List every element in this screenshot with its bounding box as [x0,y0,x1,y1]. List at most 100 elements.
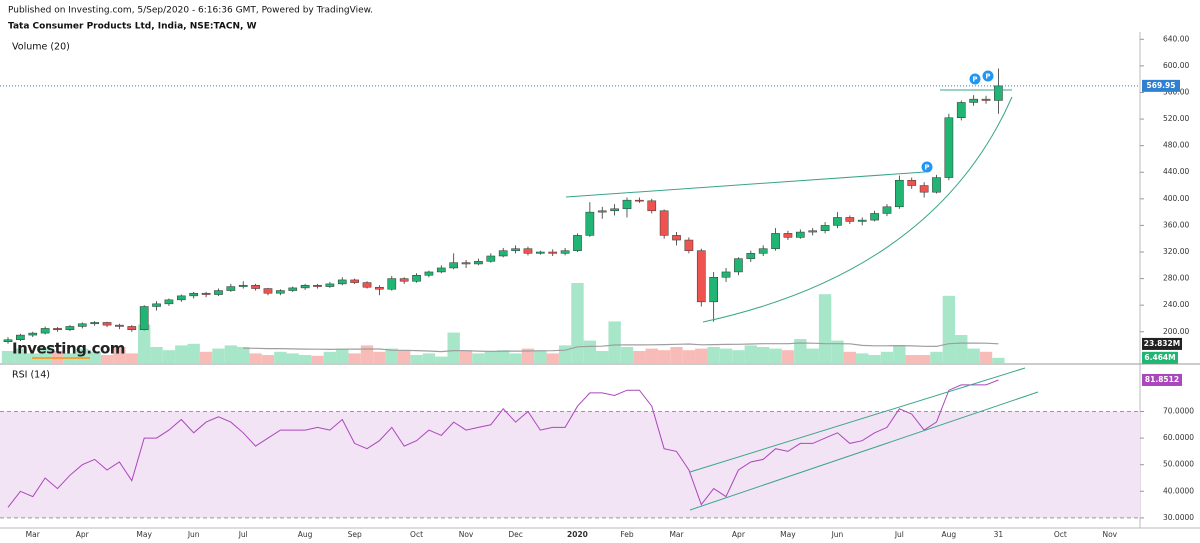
volume-bar [695,348,708,363]
volume-bar [571,283,584,363]
candle-body [511,248,520,251]
candle-body [412,275,421,282]
volume-bar [298,355,312,363]
volume-bar [781,350,795,363]
candle-body [139,306,149,331]
candle-body [424,271,434,276]
candle-body [758,248,768,254]
candle-body [622,199,632,210]
volume-label: Volume (20) [12,42,70,53]
volume-bar [868,355,881,363]
volume-bar [373,351,386,363]
x-tick-label: Apr [732,530,746,539]
x-tick-label: Aug [942,530,957,539]
volume-bar [707,347,720,363]
volume-bar [880,351,894,363]
candle-body [498,250,508,257]
candle-body [276,290,285,294]
candle-body [115,324,124,327]
candle-body [647,200,657,212]
volume-last-box [1142,351,1178,364]
y-tick-label: 440.00 [1163,167,1189,176]
volume-bar [645,348,658,363]
volume-bar [113,347,126,363]
volume-bar [311,355,324,363]
volume-bar [657,350,671,363]
volume-bar [794,339,807,363]
candle-body [127,326,137,331]
volume-bar [397,350,411,363]
volume-bar [435,356,448,363]
candle-body [65,326,75,331]
volume-bar [967,348,980,363]
y-tick-label: 280.00 [1163,274,1189,283]
candle-body [449,262,459,269]
volume-bar [100,355,114,363]
y-tick-label: 560.00 [1163,87,1189,96]
candle-body [585,211,595,236]
y-tick-label: 240.00 [1163,300,1189,309]
volume-bar [558,345,572,363]
x-tick-label: Jun [187,530,200,539]
candle-body [684,239,694,251]
volume-bar [583,340,597,363]
candle-body [734,258,743,273]
candle-body [461,262,471,265]
volume-bar [88,351,101,363]
candle-body [164,299,174,305]
volume-bar [905,355,918,363]
trendline [565,171,926,198]
candle-body [375,286,384,290]
volume-bar [472,353,485,363]
candle-body [721,271,731,278]
candle-body [944,117,954,178]
logo: Investing.com [12,340,125,359]
volume-bar [979,351,993,363]
volume-bar [175,345,188,363]
volume-bar [336,348,349,363]
y-tick-label: 600.00 [1163,61,1189,70]
volume-bar [348,353,361,363]
candle-body [214,290,223,295]
volume-bar [286,353,299,363]
x-tick-label: Oct [1054,530,1067,539]
candle-body [201,292,211,295]
volume-bar [831,340,844,363]
volume-ma-line [243,342,999,353]
p-badge [969,73,981,85]
x-tick-label: 31 [994,530,1004,539]
rsi-last-label: 81.8512 [1145,375,1179,384]
volume-bar [360,345,374,363]
y-tick-label: 200.00 [1163,327,1189,336]
logo-underline [32,357,90,359]
volume-layer [1,283,1005,363]
candle-body [857,219,867,222]
y-tick-label: 320.00 [1163,247,1189,256]
y-tick-label: 480.00 [1163,141,1189,150]
volume-bar [447,332,460,363]
p-badge [982,70,994,82]
p-badge-label: P [972,76,977,84]
volume-bar [843,351,857,363]
candle-body [325,283,335,287]
candle-body [387,278,397,290]
rsi-trendline [689,367,1026,473]
candle-body [548,251,558,254]
y-tick-label: 360.00 [1163,220,1189,229]
candle-body [870,213,879,221]
volume-bar [323,351,337,363]
p-badge [921,161,933,173]
volume-bar [150,347,163,363]
candle-body [176,295,186,301]
volume-bar [76,348,89,363]
trend-arc [702,96,1013,323]
last-price-label: 569.95 [1147,81,1176,90]
volume-bar [769,348,782,363]
volume-bar [955,335,968,363]
volume-bar [422,353,436,363]
candle-body [771,233,780,249]
candle-body [808,230,818,233]
volume-bar [410,355,423,363]
candle-body [969,98,978,103]
x-tick-label: Dec [508,530,523,539]
